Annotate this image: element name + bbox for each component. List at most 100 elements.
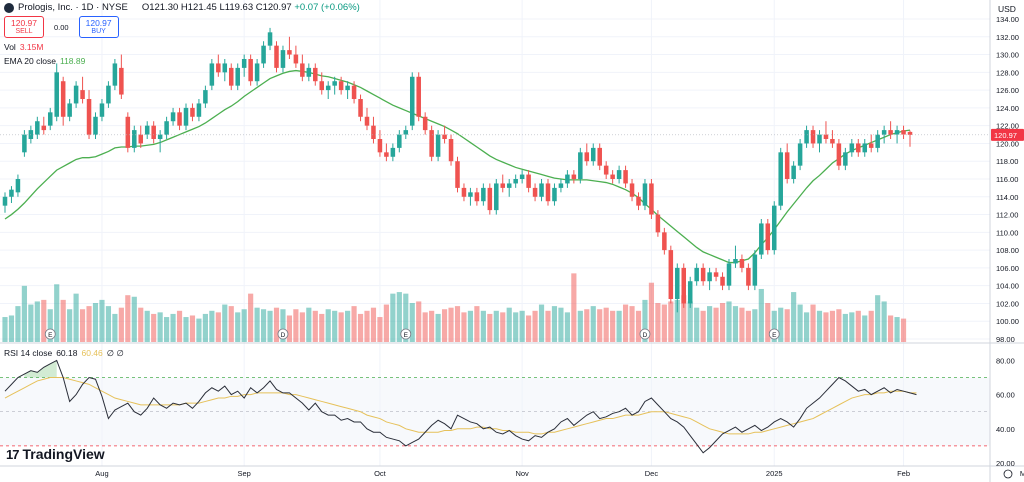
volume-legend[interactable]: Vol 3.15M <box>4 42 43 52</box>
volume-bar <box>429 310 435 342</box>
time-tick-label: Oct <box>374 469 387 478</box>
candle-body <box>254 63 260 82</box>
buy-button[interactable]: 120.97 BUY <box>78 16 119 38</box>
volume-bar <box>467 310 474 342</box>
volume-bar <box>500 312 506 342</box>
volume-bar <box>610 310 616 342</box>
volume-bar <box>506 307 512 342</box>
event-marker <box>768 328 780 340</box>
sell-price: 120.97 <box>11 17 37 28</box>
candle-body <box>597 147 602 166</box>
candle-body <box>397 134 402 148</box>
rsi-tick-label: 40.00 <box>996 425 1015 434</box>
volume-bar <box>47 309 53 342</box>
candle-body <box>300 63 305 77</box>
volume-bar <box>726 301 732 342</box>
candle-body <box>590 147 596 162</box>
currency-label[interactable]: USD <box>998 4 1016 14</box>
volume-bar <box>868 310 874 342</box>
volume-bar <box>577 310 583 342</box>
volume-bar <box>176 310 183 342</box>
volume-bar <box>41 299 47 342</box>
candle-body <box>875 134 880 148</box>
volume-bar <box>286 315 293 342</box>
price-tick-label: 98.00 <box>996 335 1015 344</box>
volume-bar <box>855 310 861 342</box>
volume-bar <box>196 318 202 342</box>
volume-bar <box>493 310 499 342</box>
candle-body <box>629 183 635 197</box>
candle-body <box>746 267 751 286</box>
volume-bar <box>370 307 377 342</box>
rsi-legend[interactable]: RSI 14 close 60.18 60.46 ∅ ∅ <box>4 348 124 359</box>
volume-bar <box>215 312 221 342</box>
candle-body <box>325 85 331 91</box>
volume-bar <box>422 312 428 342</box>
candle-body <box>35 121 40 135</box>
candle-body <box>765 223 771 251</box>
volume-bar <box>293 309 299 342</box>
volume-bar <box>765 303 771 342</box>
volume-bar <box>34 301 40 342</box>
candle-body <box>713 272 719 277</box>
time-tick-label: Nov <box>515 469 529 478</box>
volume-bar <box>571 273 577 342</box>
candle-body <box>552 187 557 202</box>
candle-body <box>461 187 467 197</box>
time-tick-label: Mar <box>1020 469 1024 478</box>
volume-bar <box>758 288 764 342</box>
candle-body <box>9 189 14 197</box>
candle-body <box>545 183 551 202</box>
event-marker-label: E <box>404 332 409 339</box>
volume-bar <box>454 306 461 342</box>
candle-body <box>170 112 176 122</box>
candlesticks <box>2 27 913 313</box>
ohlc-change: +0.07 (+0.06%) <box>294 2 360 13</box>
volume-bar <box>603 307 609 342</box>
candle-body <box>578 152 583 179</box>
volume-bar <box>260 309 267 342</box>
sell-button[interactable]: 120.97 SELL <box>4 16 44 38</box>
volume-bar <box>545 310 551 342</box>
volume-bar <box>222 304 228 342</box>
candle-body <box>907 131 913 135</box>
candle-body <box>422 116 428 131</box>
symbol-title[interactable]: Prologis, Inc. · 1D · NYSE <box>18 2 128 13</box>
candle-body <box>500 183 506 188</box>
volume-bar <box>668 301 674 342</box>
ema-legend[interactable]: EMA 20 close 118.89 <box>4 56 85 66</box>
time-tick-label: Dec <box>645 469 659 478</box>
ohlc-high: H121.45 <box>180 2 217 13</box>
candle-body <box>235 67 240 86</box>
volume-bar <box>791 292 797 342</box>
candle-body <box>584 152 590 162</box>
chart-header: Prologis, Inc. · 1D · NYSE O121.30 H121.… <box>4 2 360 13</box>
volume-bar <box>312 310 318 342</box>
candle-body <box>687 281 693 304</box>
volume-bar <box>416 301 422 342</box>
ohlc-low: L119.63 <box>219 2 254 13</box>
volume-bar <box>299 312 305 342</box>
candle-body <box>390 147 396 157</box>
candle-body <box>287 50 292 55</box>
ohlc-open: O121.30 <box>141 2 179 13</box>
event-marker <box>277 328 289 340</box>
candle-body <box>836 143 842 166</box>
candle-body <box>733 259 738 264</box>
candle-body <box>15 179 21 193</box>
price-tick-label: 112.00 <box>996 211 1018 220</box>
candle-body <box>448 139 454 162</box>
time-tick-label: Sep <box>237 469 250 478</box>
candle-body <box>784 152 790 179</box>
candle-body <box>338 81 344 91</box>
candle-body <box>293 54 299 64</box>
price-tick-label: 124.00 <box>996 104 1019 113</box>
candle-body <box>494 183 499 211</box>
price-tick-label: 100.00 <box>996 317 1019 326</box>
price-tick-label: 134.00 <box>996 15 1019 24</box>
volume-bar <box>325 309 331 342</box>
candle-body <box>901 130 906 135</box>
volume-bar <box>364 310 370 342</box>
